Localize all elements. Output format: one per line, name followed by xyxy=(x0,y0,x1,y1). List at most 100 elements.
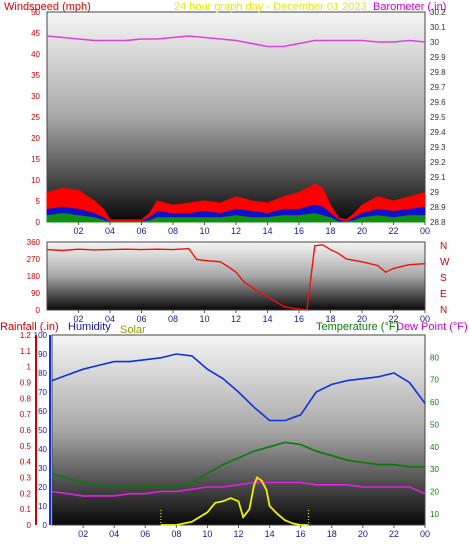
humidity-y-tick: 90 xyxy=(38,350,47,359)
humidity-y-tick: 100 xyxy=(34,331,48,340)
rain-y-tick: 0.2 xyxy=(20,489,32,498)
direction-x-tick-label: 22 xyxy=(388,314,398,324)
multi-x-tick-label: 22 xyxy=(389,529,399,539)
multi-x-tick-label: 08 xyxy=(171,529,181,539)
rain-y-tick: 0.7 xyxy=(20,410,32,419)
wind-x-tick-label: 16 xyxy=(294,226,304,236)
direction-x-tick-label: 02 xyxy=(73,314,83,324)
direction-y-tick: 360 xyxy=(27,238,41,247)
wind-y-tick: 50 xyxy=(31,8,40,17)
wind-x-tick-label: 06 xyxy=(136,226,146,236)
rain-y-tick: 0.8 xyxy=(20,394,32,403)
rain-y-tick: 1 xyxy=(27,363,32,372)
chart-title: 24 hour graph day - December 01 2023 xyxy=(174,1,367,13)
direction-y-tick: 180 xyxy=(27,272,41,281)
wind-y-tick: 0 xyxy=(36,218,41,227)
wind-panel xyxy=(46,11,426,223)
temp-y-tick: 50 xyxy=(430,420,439,429)
barometer-series xyxy=(46,35,426,48)
multi-x-tick-label: 20 xyxy=(358,529,368,539)
temp-y-tick: 10 xyxy=(430,510,439,519)
temp-y-tick: 80 xyxy=(430,353,439,362)
temp-y-tick: 30 xyxy=(430,465,439,474)
humidity-series xyxy=(51,353,426,422)
rain-y-tick: 1.1 xyxy=(20,347,32,356)
temp-y-tick: 40 xyxy=(430,443,439,452)
temperature-axis-label: Temperature (°F) xyxy=(316,321,399,333)
humidity-y-tick: 40 xyxy=(38,445,47,454)
direction-x-tick-label: 04 xyxy=(105,314,115,324)
wind-y-tick: 15 xyxy=(31,155,40,164)
multi-x-tick-label: 06 xyxy=(140,529,150,539)
temp-y-tick: 70 xyxy=(430,376,439,385)
wind-x-tick-label: 22 xyxy=(388,226,398,236)
humidity-axis-label: Humidity xyxy=(68,321,111,333)
direction-x-tick-label: 00 xyxy=(420,314,430,324)
wind-y-tick: 25 xyxy=(31,113,40,122)
baro-y-tick: 29.7 xyxy=(430,83,446,92)
compass-label: E xyxy=(440,289,447,300)
wind-y-tick: 45 xyxy=(31,29,40,38)
baro-y-tick: 29.1 xyxy=(430,173,446,182)
wind-y-tick: 30 xyxy=(31,92,40,101)
multi-x-tick-label: 10 xyxy=(202,529,212,539)
humidity-y-tick: 50 xyxy=(38,426,47,435)
temp-y-tick: 60 xyxy=(430,398,439,407)
multi-x-tick-label: 12 xyxy=(233,529,243,539)
wind-y-tick: 20 xyxy=(31,134,40,143)
wind-y-tick: 10 xyxy=(31,176,40,185)
dew-point-axis-label: Dew Point (°F) xyxy=(396,321,468,333)
multi-x-tick-label: 00 xyxy=(420,529,430,539)
wind-gust-series xyxy=(46,183,426,223)
multi-x-tick-label: 18 xyxy=(327,529,337,539)
multi-x-tick-label: 02 xyxy=(78,529,88,539)
baro-y-tick: 29.5 xyxy=(430,113,446,122)
dew-point-series xyxy=(51,481,426,497)
humidity-y-tick: 20 xyxy=(38,483,47,492)
direction-panel xyxy=(46,241,426,311)
rain-y-tick: 0.4 xyxy=(20,458,32,467)
wind-x-tick-label: 00 xyxy=(420,226,430,236)
baro-y-tick: 30.1 xyxy=(430,23,446,32)
baro-y-tick: 29.3 xyxy=(430,143,446,152)
compass-label: S xyxy=(440,273,447,284)
baro-y-tick: 30.2 xyxy=(430,8,446,17)
baro-y-tick: 29.8 xyxy=(430,68,446,77)
rain-y-tick: 0 xyxy=(27,521,32,530)
compass-label: N xyxy=(440,305,447,316)
baro-y-tick: 30 xyxy=(430,38,439,47)
direction-y-tick: 0 xyxy=(36,306,41,315)
baro-y-tick: 28.8 xyxy=(430,218,446,227)
solar-series xyxy=(160,476,309,526)
direction-y-tick: 270 xyxy=(27,255,41,264)
humidity-y-tick: 60 xyxy=(38,407,47,416)
baro-y-tick: 29.6 xyxy=(430,98,446,107)
wind-axis-label: Windspeed (mph) xyxy=(4,1,91,13)
humidity-y-tick: 70 xyxy=(38,388,47,397)
multi-x-tick-label: 14 xyxy=(265,529,275,539)
rain-y-tick: 0.6 xyxy=(20,426,32,435)
rainfall-axis-label: Rainfall (.in) xyxy=(0,321,59,333)
wind-y-tick: 5 xyxy=(36,197,41,206)
humidity-y-tick: 10 xyxy=(38,502,47,511)
wind-x-tick-label: 18 xyxy=(325,226,335,236)
multi-panel xyxy=(51,334,426,526)
rain-y-tick: 0.9 xyxy=(20,379,32,388)
direction-x-tick-label: 16 xyxy=(294,314,304,324)
direction-x-tick-label: 12 xyxy=(231,314,241,324)
direction-x-tick-label: 06 xyxy=(136,314,146,324)
wind-x-tick-label: 14 xyxy=(262,226,272,236)
rain-y-tick: 0.5 xyxy=(20,442,32,451)
barometer-axis-label: Barometer (.in) xyxy=(373,1,446,13)
humidity-y-tick: 0 xyxy=(43,521,48,530)
multi-x-tick-label: 04 xyxy=(109,529,119,539)
baro-y-tick: 29.2 xyxy=(430,158,446,167)
wind-x-tick-label: 02 xyxy=(73,226,83,236)
wind-x-tick-label: 12 xyxy=(231,226,241,236)
rain-y-tick: 0.3 xyxy=(20,474,32,483)
direction-x-tick-label: 10 xyxy=(199,314,209,324)
wind-x-tick-label: 04 xyxy=(105,226,115,236)
rain-y-tick: 0.1 xyxy=(20,505,32,514)
multi-x-tick-label: 16 xyxy=(296,529,306,539)
